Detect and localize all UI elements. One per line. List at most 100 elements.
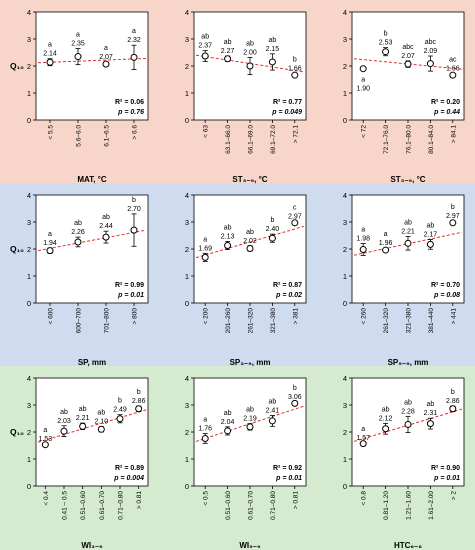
value-label: 2.35	[71, 40, 85, 47]
y-tick-label: 3	[343, 218, 347, 227]
significance-letter: b	[137, 389, 141, 396]
chart-1: 0 1 2 3 4 Q₁₀ < 5.5 5.6–6.0 6.1–6.5 > 6.6 MAT, °C 2…	[10, 8, 149, 184]
significance-letter: ab	[246, 40, 254, 47]
value-label: 3.06	[288, 394, 302, 401]
significance-letter: ab	[79, 406, 87, 413]
significance-letter: ab	[404, 220, 412, 227]
data-point	[201, 52, 209, 60]
significance-letter: a	[203, 417, 207, 424]
data-point	[359, 65, 367, 73]
significance-letter: ab	[224, 224, 232, 231]
data-point	[449, 219, 457, 227]
x-tick-label: > 0.81	[292, 491, 299, 510]
x-tick-label: > 84.1	[450, 125, 457, 144]
x-tick-label: 321–380	[406, 308, 413, 334]
data-point	[224, 55, 232, 63]
y-tick-label: 0	[27, 482, 31, 491]
significance-letter: ab	[246, 407, 254, 414]
data-point	[224, 427, 232, 435]
significance-letter: b	[132, 197, 136, 204]
trend-line	[37, 229, 147, 252]
significance-letter: ab	[382, 406, 390, 413]
significance-letter: b	[293, 385, 297, 392]
p-value: p = 0.02	[275, 292, 302, 299]
r-squared: R² = 0.87	[273, 282, 302, 289]
plot-frame	[193, 377, 307, 487]
x-axis-label: HTC₆₋₈	[394, 541, 422, 550]
y-tick-label: 0	[185, 299, 189, 308]
significance-letter: a	[48, 42, 52, 49]
x-tick-label: 0.51–0.60	[80, 491, 87, 520]
y-tick-label: 3	[27, 401, 31, 410]
p-value: p = 0.76	[117, 109, 144, 116]
y-tick-label: 1	[343, 89, 347, 98]
significance-letter: ab	[97, 410, 105, 417]
value-label: 1.98	[356, 236, 370, 243]
x-tick-label: < 0.4	[43, 491, 50, 506]
significance-letter: abc	[425, 39, 437, 46]
value-label: 2.09	[424, 48, 438, 55]
value-label: 2.86	[132, 398, 146, 405]
significance-letter: a	[361, 227, 365, 234]
y-axis-label: Q₁₀	[10, 61, 24, 71]
p-value: p = 0.08	[433, 292, 460, 299]
significance-letter: ab	[427, 401, 435, 408]
trend-line	[37, 57, 147, 64]
y-tick-label: 0	[185, 116, 189, 125]
x-axis-label: WI₃₋₉	[81, 541, 103, 550]
x-tick-label: 381–440	[428, 308, 435, 334]
r-squared: R² = 0.06	[115, 99, 144, 106]
y-tick-label: 3	[185, 218, 189, 227]
x-tick-label: 0.71–0.80	[118, 491, 125, 520]
y-tick-label: 0	[27, 116, 31, 125]
value-label: 2.13	[221, 233, 235, 240]
x-tick-label: 201–260	[225, 308, 232, 334]
x-tick-label: < 5.5	[48, 125, 55, 140]
significance-letter: ab	[404, 399, 412, 406]
plot-frame	[35, 377, 149, 487]
value-label: 2.70	[127, 206, 141, 213]
y-tick-label: 1	[27, 272, 31, 281]
x-axis-label: SP₃₋₉, mm	[230, 358, 271, 367]
r-squared: R² = 0.89	[115, 465, 144, 472]
data-point	[291, 71, 299, 79]
value-label: 2.12	[379, 415, 393, 422]
y-tick-label: 2	[185, 245, 189, 254]
value-label: 2.41	[266, 408, 280, 415]
y-axis-label: Q₁₀	[10, 427, 24, 437]
significance-letter: b	[451, 204, 455, 211]
y-tick-label: 0	[27, 299, 31, 308]
x-tick-label: 0.71–0.80	[270, 491, 277, 520]
trend-line	[353, 58, 463, 70]
value-label: 1.66	[446, 65, 460, 72]
y-tick-label: 2	[27, 62, 31, 71]
data-point	[224, 241, 232, 249]
x-tick-label: < 0.5	[203, 491, 210, 506]
trend-line	[37, 409, 147, 443]
value-label: 2.26	[71, 229, 85, 236]
x-tick-label: 701–800	[104, 308, 111, 334]
data-point	[382, 425, 390, 433]
significance-letter: ab	[246, 229, 254, 236]
x-tick-label: > 800	[132, 308, 139, 325]
y-tick-label: 2	[343, 428, 347, 437]
y-tick-label: 0	[343, 482, 347, 491]
x-tick-label: < 63	[203, 125, 210, 138]
r-squared: R² = 0.70	[431, 282, 460, 289]
p-value: p = 0.049	[271, 109, 302, 116]
data-point	[135, 405, 143, 413]
x-axis-label: ST₃₋₉, °C	[232, 175, 267, 184]
significance-letter: a	[203, 236, 207, 243]
chart-2: 0 1 2 3 4 < 63 63.1–66.0 66.1–69.0 69.1–72.0 > 72…	[185, 8, 307, 184]
data-point	[426, 240, 434, 248]
plot-frame	[35, 11, 149, 121]
data-point	[246, 423, 254, 431]
y-tick-label: 0	[343, 299, 347, 308]
value-label: 1.96	[379, 240, 393, 247]
data-point	[291, 399, 299, 407]
significance-letter: a	[361, 426, 365, 433]
y-tick-label: 2	[27, 428, 31, 437]
x-tick-label: > 0.81	[136, 491, 143, 510]
value-label: 2.00	[243, 49, 257, 56]
data-point	[359, 246, 367, 254]
